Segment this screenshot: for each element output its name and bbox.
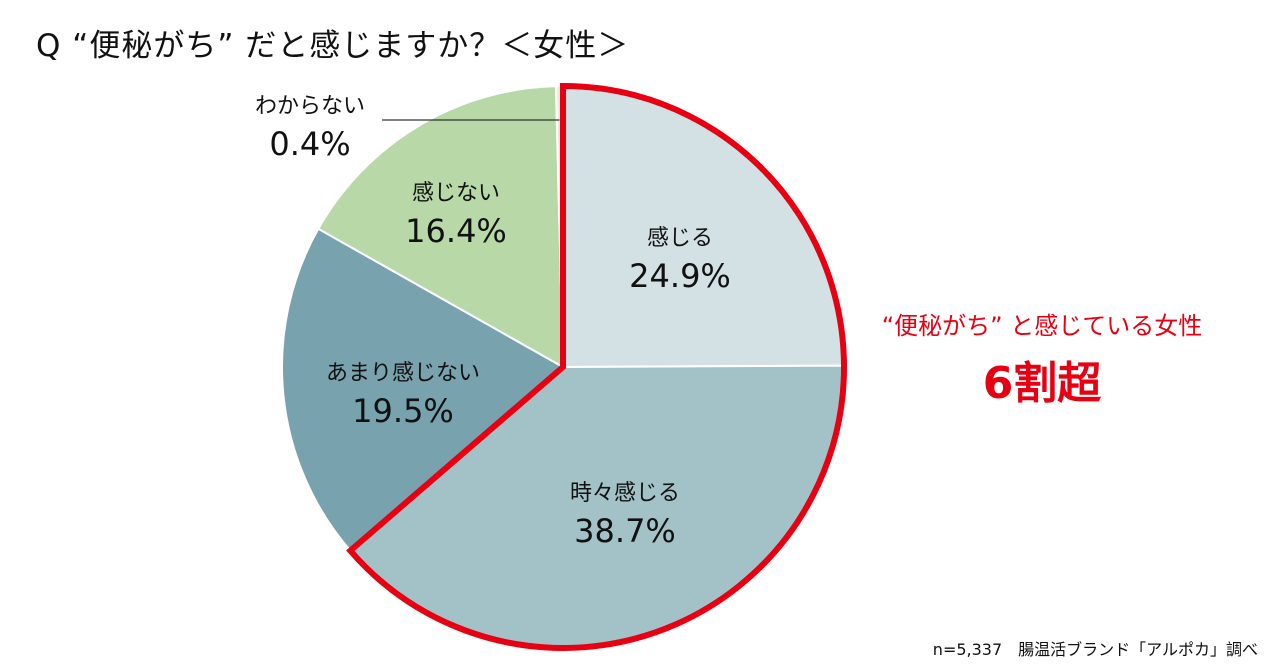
callout-text: “便秘がち” と感じている女性 [881,312,1203,340]
pie-slice-3 [281,227,565,553]
slice-label-4: 感じない [412,181,500,206]
slice-value-3: 19.5% [352,392,454,430]
slice-value-5: 0.4% [269,125,350,163]
slice-label-group-2: 時々感じる 38.7% [570,481,680,550]
slice-label-1: 感じる [647,226,713,251]
pie-slice-4 [316,85,565,369]
slice-label-2: 時々感じる [570,481,680,506]
slice-label-3: あまり感じない [326,361,480,386]
slice-label-group-4: 感じない 16.4% [405,181,507,250]
slice-value-4: 16.4% [405,212,507,250]
chart-title: Q “便秘がち” だと感じますか？＜女性＞ [36,28,630,64]
slice-label-group-3: あまり感じない 19.5% [326,361,480,430]
callout-headline: 6割超 [982,358,1102,409]
highlight-outline [346,82,847,651]
slice-value-1: 24.9% [629,257,731,295]
slice-label-5: わからない [255,94,365,119]
source-note: n=5,337 腸温活ブランド「アルポカ」調べ [932,640,1258,659]
slice-label-group-5: わからない 0.4% [255,94,365,163]
slice-label-group-1: 感じる 24.9% [629,226,731,295]
callout: “便秘がち” と感じている女性 6割超 [862,306,1222,411]
slice-value-2: 38.7% [574,512,676,550]
